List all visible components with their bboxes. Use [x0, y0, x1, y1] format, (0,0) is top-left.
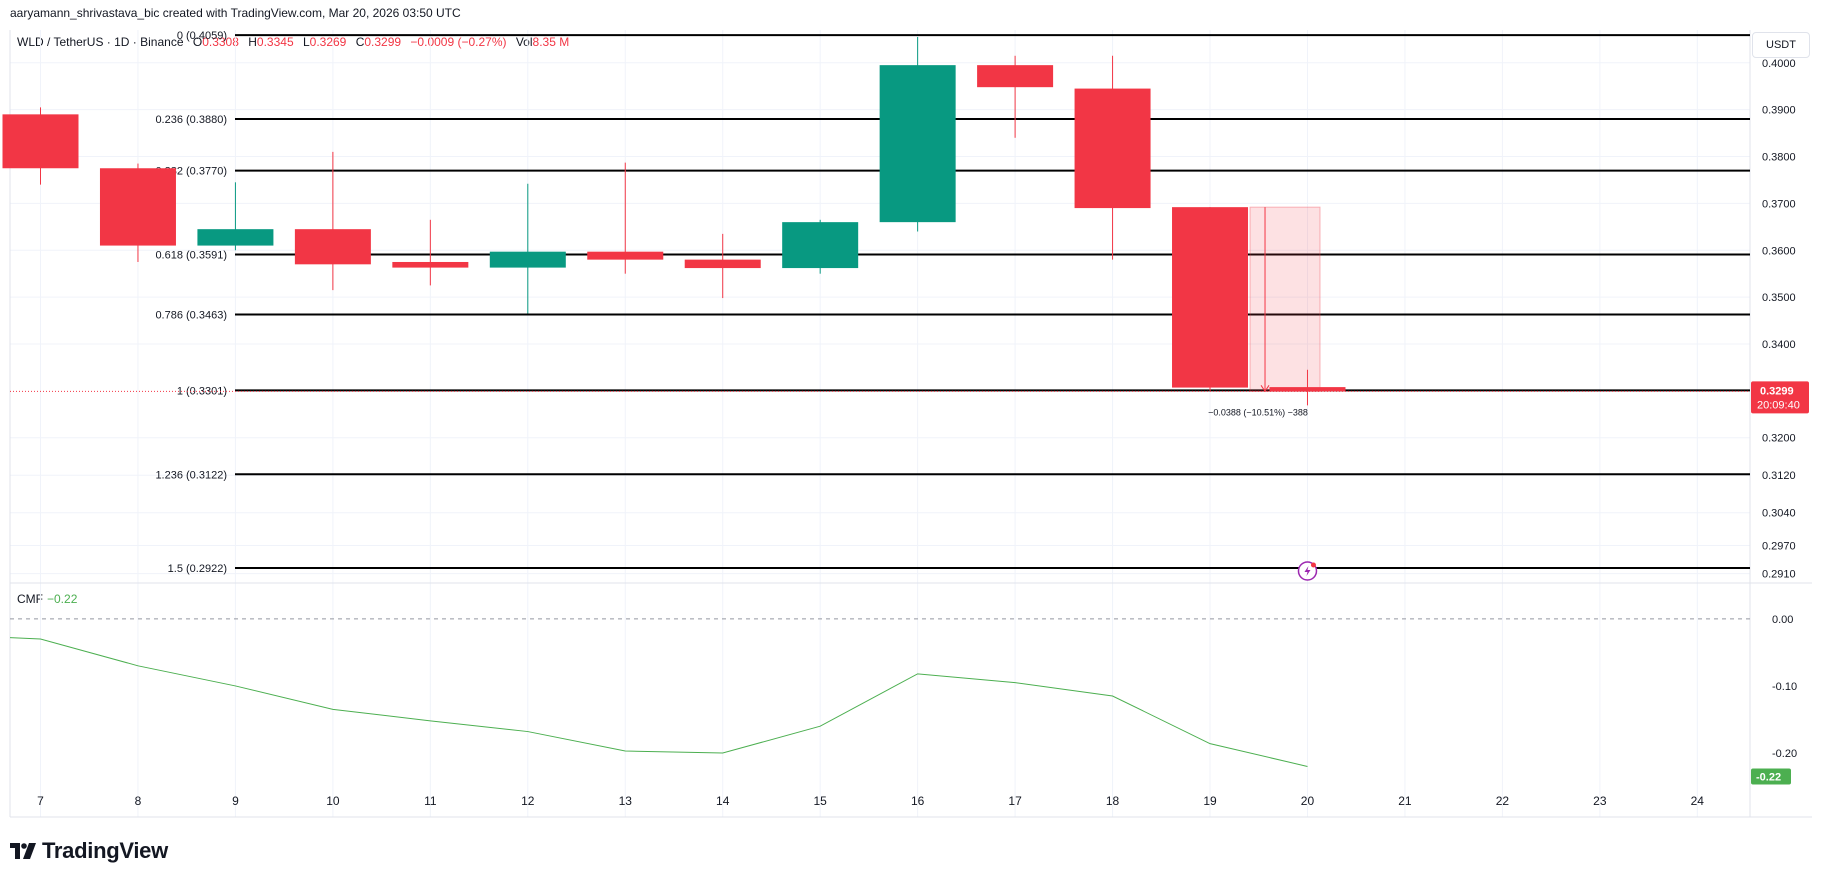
price-axis-tick: 0.3700: [1762, 198, 1796, 210]
last-price-tag: [1751, 381, 1809, 414]
volume-label: Vol: [515, 35, 533, 49]
low-value: 0.3269: [309, 35, 347, 49]
open-value: 0.3308: [202, 35, 239, 49]
fib-level-label: 0 (0.4059): [177, 30, 227, 42]
fib-level-label: 0.236 (0.3880): [155, 114, 227, 126]
candle-body: [2, 114, 79, 169]
measure-arrow-head: [1260, 385, 1270, 393]
time-axis-tick: 23: [1593, 794, 1607, 808]
low-label: L: [302, 35, 310, 49]
time-axis-tick: 24: [1691, 794, 1705, 808]
close-value: 0.3299: [364, 35, 402, 49]
price-axis-tick: 0.2970: [1762, 541, 1796, 553]
time-axis-tick: 10: [326, 794, 340, 808]
price-axis-tick: 0.3400: [1762, 339, 1796, 351]
candle-body: [977, 65, 1054, 88]
time-axis-tick: 18: [1106, 794, 1120, 808]
time-axis-tick: 8: [135, 794, 142, 808]
fib-level-label: 0.786 (0.3463): [155, 309, 227, 321]
price-axis-tick: 0.3600: [1762, 245, 1796, 257]
time-axis-tick: 11: [424, 794, 437, 808]
symbol-title[interactable]: WLD / TetherUS · 1D · Binance: [17, 35, 184, 49]
time-axis-tick: 12: [521, 794, 535, 808]
candle-body: [782, 222, 859, 269]
time-axis-tick: 17: [1008, 794, 1022, 808]
time-axis-tick: 15: [814, 794, 828, 808]
symbol-legend: WLD / TetherUS · 1D · Binance O0.3308 H0…: [17, 35, 569, 49]
price-axis-tick: 0.2910: [1762, 569, 1796, 581]
attribution-text: aaryamann_shrivastava_bic created with T…: [10, 6, 461, 20]
time-axis-tick: 22: [1496, 794, 1510, 808]
candle-body: [197, 229, 274, 246]
event-dot-icon: [1310, 562, 1316, 568]
fib-level-label: 1.5 (0.2922): [168, 563, 227, 575]
cmf-last-value: -0.22: [1756, 771, 1781, 783]
tradingview-logo[interactable]: TradingView: [10, 838, 168, 864]
candle-body: [489, 251, 566, 268]
price-axis-tick: 0.3800: [1762, 152, 1796, 164]
candle-body: [392, 261, 469, 268]
fib-level-label: 0.618 (0.3591): [155, 249, 227, 261]
cmf-axis-tick: -0.10: [1772, 681, 1797, 693]
price-axis-tick: 0.3040: [1762, 508, 1796, 520]
high-value: 0.3345: [256, 35, 294, 49]
candle-body: [294, 229, 371, 265]
time-axis-tick: 21: [1398, 794, 1412, 808]
countdown-timer: 20:09:40: [1757, 399, 1800, 411]
cmf-axis-tick: -0.20: [1772, 748, 1797, 760]
cmf-series-line: [9, 637, 1308, 767]
close-label: C: [355, 35, 365, 49]
candle-body: [879, 65, 956, 223]
cmf-label[interactable]: CMF: [17, 592, 43, 606]
measure-box: [1249, 206, 1321, 392]
cmf-axis-tick: 0.00: [1772, 614, 1793, 626]
cmf-value: −0.22: [47, 592, 78, 606]
time-axis-tick: 16: [911, 794, 925, 808]
price-axis-tick: 0.3500: [1762, 292, 1796, 304]
brand-name: TradingView: [42, 838, 168, 863]
currency-button[interactable]: USDT: [1752, 32, 1810, 58]
candle-body: [1074, 88, 1151, 209]
lightning-icon: [1304, 566, 1311, 576]
fib-level-label: 1.236 (0.3122): [155, 469, 227, 481]
time-axis-tick: 7: [37, 794, 44, 808]
candle-body: [1269, 387, 1346, 392]
last-price-value: 0.3299: [1760, 385, 1794, 397]
cmf-legend: CMF −0.22: [17, 592, 77, 606]
tradingview-logo-icon: [10, 843, 36, 859]
high-label: H: [248, 35, 257, 49]
time-axis-tick: 13: [619, 794, 633, 808]
candle-body: [587, 251, 664, 260]
fib-level-label: 1 (0.3301): [177, 385, 227, 397]
time-axis-tick: 19: [1203, 794, 1217, 808]
measure-label: −0.0388 (−10.51%) −388: [1208, 407, 1308, 417]
candle-body: [99, 168, 176, 246]
change-value: −0.0009 (−0.27%): [410, 35, 507, 49]
volume-value: 8.35 M: [532, 35, 570, 49]
price-axis-tick: 0.3200: [1762, 433, 1796, 445]
time-axis-tick: 20: [1301, 794, 1315, 808]
candle-body: [684, 259, 761, 269]
cmf-value-tag: [1751, 768, 1791, 785]
price-axis-tick: 0.3120: [1762, 470, 1796, 482]
price-axis-tick: 0.3900: [1762, 105, 1796, 117]
price-axis-tick: 0.4000: [1762, 58, 1796, 70]
time-axis-tick: 14: [716, 794, 730, 808]
time-axis-tick: 9: [232, 794, 239, 808]
candle-body: [1172, 207, 1249, 388]
open-label: O: [192, 35, 203, 49]
